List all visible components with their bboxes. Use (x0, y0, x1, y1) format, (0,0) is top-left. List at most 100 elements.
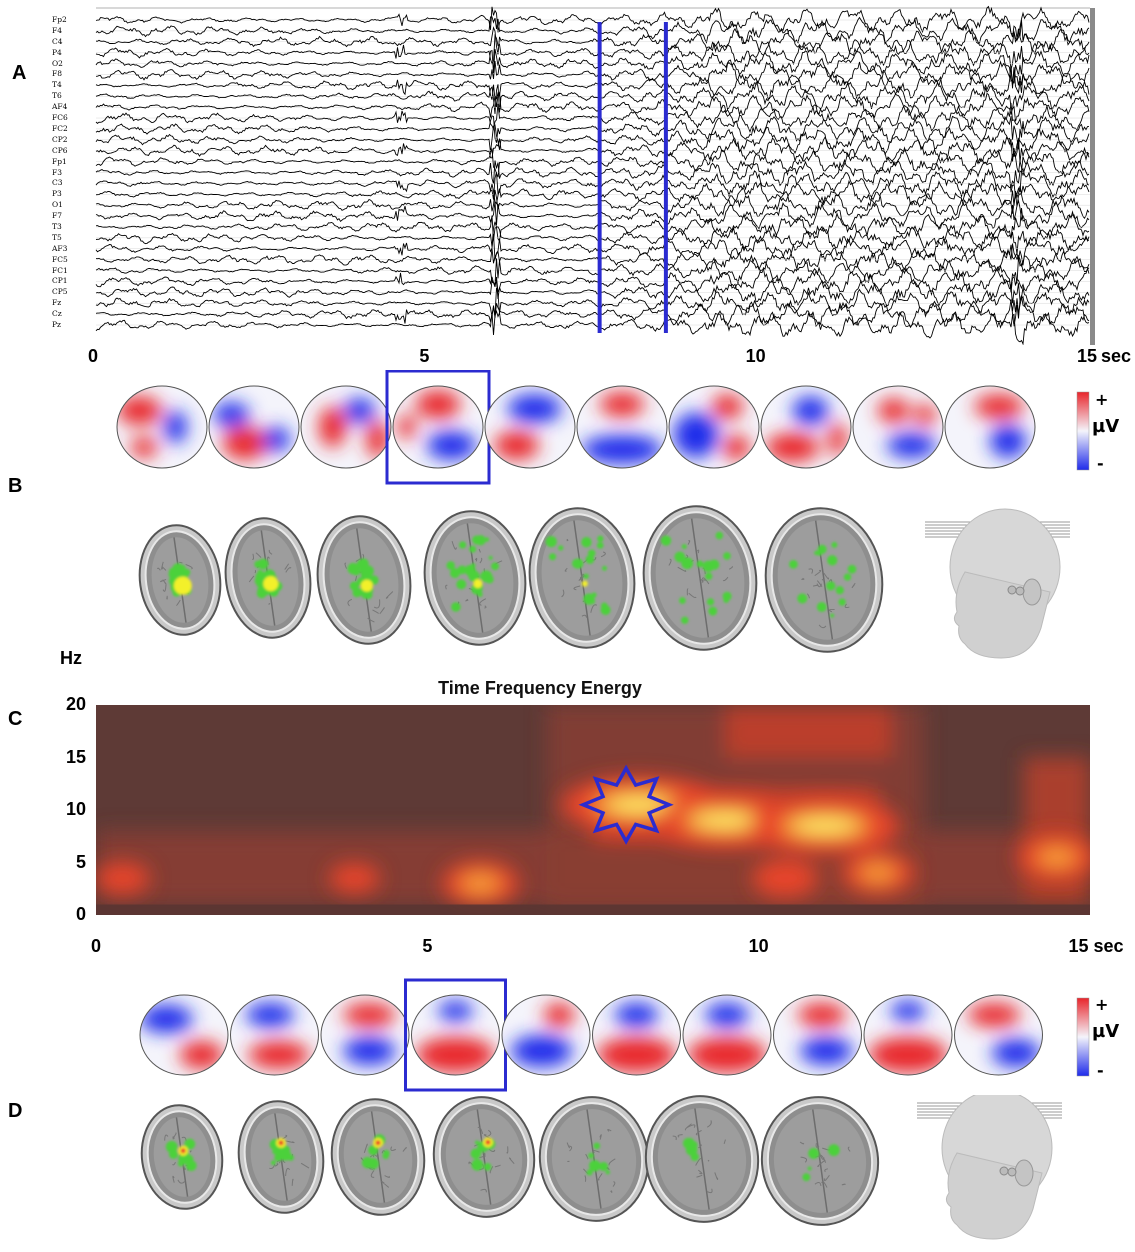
tf-x-tick-label: 15 sec (1068, 936, 1124, 956)
eeg-channel-label: F3 (52, 167, 62, 177)
panel-label-b: B (8, 475, 23, 497)
panel-label-c: C (8, 708, 23, 730)
eeg-channel-label: AF3 (52, 243, 68, 253)
eeg-time-unit: sec (1101, 346, 1132, 366)
brain-slice (237, 1100, 325, 1214)
eeg-channel-label: FC1 (52, 265, 68, 275)
eeg-trace (95, 287, 1090, 317)
tf-y-tick-label: 15 (65, 746, 86, 767)
eeg-channel-label: FC2 (52, 123, 68, 133)
brain-slice (330, 1098, 426, 1216)
eeg-trace (95, 167, 1090, 200)
eeg-trace (95, 179, 1090, 208)
eeg-trace (95, 244, 1090, 274)
eeg-channel-label: Fp1 (52, 156, 67, 166)
tf-y-tick-label: 20 (65, 694, 86, 714)
tf-y-tick-label: 10 (65, 799, 86, 819)
eeg-channel-label: O1 (52, 200, 63, 210)
topomap (773, 995, 862, 1075)
brain-slice (316, 515, 412, 645)
topomap (321, 995, 409, 1075)
eeg-channel-label: Cz (52, 309, 62, 319)
eeg-trace (95, 49, 1090, 84)
panel-label-a: A (12, 62, 27, 84)
tf-x-tick-label: 5 (422, 936, 433, 956)
eeg-channel-label: T6 (52, 91, 62, 101)
brain-slice (642, 505, 758, 651)
eeg-trace (95, 266, 1090, 296)
eeg-trace (95, 102, 1090, 133)
colorbar-unit-d: µV (1092, 1021, 1120, 1042)
eeg-channel-label: CP5 (52, 287, 68, 297)
eeg-trace (95, 208, 1090, 243)
colorbar-plus-b: + (1095, 390, 1109, 409)
eeg-channel-label: FC6 (52, 113, 68, 123)
topomap-row-b (116, 370, 1090, 485)
topomap (230, 995, 319, 1075)
topomap (669, 386, 759, 468)
tf-y-tick-label: 5 (75, 851, 86, 872)
eeg-channel-label: AF4 (52, 102, 68, 112)
eeg-channel-label: F8 (52, 69, 62, 79)
topomap (954, 995, 1043, 1075)
eeg-trace (95, 256, 1090, 293)
tf-title: Time Frequency Energy (438, 678, 642, 698)
brain-slice (764, 507, 884, 653)
brain-slices-d (140, 1095, 1062, 1240)
topomap (945, 386, 1035, 468)
eeg-trace (95, 156, 1090, 193)
tf-hotspot-core (859, 864, 897, 882)
eeg-channel-label: FC5 (52, 254, 68, 264)
brain-slice (432, 1096, 536, 1218)
eeg-tick-label: 10 (745, 346, 766, 366)
eeg-trace (95, 16, 1090, 46)
eeg-trace (95, 278, 1090, 307)
eeg-channel-label: Fp2 (52, 15, 67, 24)
brain-slice (138, 524, 222, 636)
eeg-end-bar (1090, 8, 1095, 345)
colorbar-minus-d: - (1097, 1061, 1104, 1080)
tf-ylabel: Hz (60, 648, 82, 668)
tf-hotspot-peak (693, 812, 758, 829)
eeg-channel-label: F7 (52, 211, 62, 221)
topomap (301, 386, 391, 468)
eeg-channel-label: CP6 (52, 145, 68, 155)
topomap-row-d (139, 978, 1090, 1092)
eeg-trace (95, 309, 1090, 345)
tf-star-marker (578, 764, 674, 845)
tf-y-tick-label: 0 (75, 904, 86, 924)
head-model-icon (917, 1095, 1062, 1240)
eeg-channel-label: P3 (52, 189, 62, 199)
eeg-trace (95, 136, 1090, 166)
topomap (209, 386, 299, 468)
topomap (592, 995, 681, 1075)
colorbar-unit-b: µV (1092, 416, 1120, 437)
tf-hotspot (96, 862, 150, 895)
eeg-tick-label: 5 (419, 346, 430, 366)
topomap (140, 995, 228, 1075)
tf-hotspot (329, 863, 380, 894)
colorbar (1076, 997, 1090, 1077)
eeg-channel-label: C3 (52, 178, 63, 188)
topomap (502, 995, 590, 1075)
eeg-tick-label: 0 (87, 346, 99, 366)
colorbar-minus-b: - (1097, 454, 1104, 473)
tf-x-tick-label: 10 (748, 936, 769, 956)
brain-slice (538, 1096, 650, 1222)
colorbar (1076, 391, 1090, 471)
tf-heatmap (96, 705, 1090, 915)
eeg-trace (95, 295, 1090, 329)
brain-slice (224, 517, 312, 639)
topomap (411, 995, 500, 1075)
topomap (864, 995, 952, 1075)
eeg-trace (95, 5, 1090, 42)
eeg-trace (95, 189, 1090, 219)
topomap (761, 386, 851, 468)
topomap (485, 386, 575, 468)
eeg-trace (95, 124, 1090, 157)
tf-hotspot-core (1037, 848, 1077, 867)
tf-hotspot-core (460, 874, 500, 893)
eeg-trace (95, 199, 1090, 230)
brain-slices-b (138, 505, 1070, 659)
eeg-channel-label: T4 (52, 80, 62, 90)
